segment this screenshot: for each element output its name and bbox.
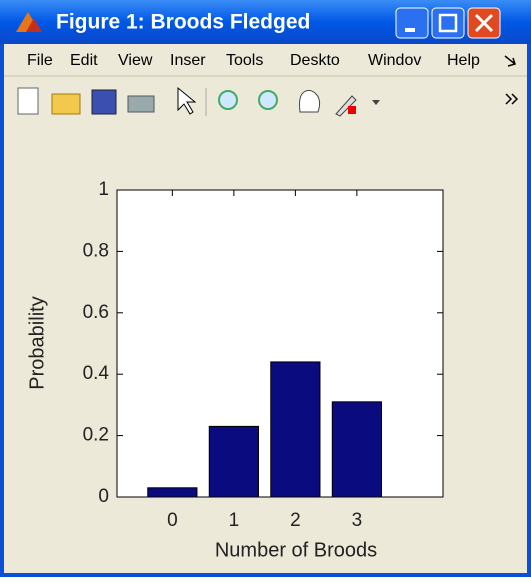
x-tick-label: 3 xyxy=(352,510,363,531)
minimize-button[interactable] xyxy=(395,7,429,39)
y-axis-label: Probability xyxy=(26,296,48,389)
x-tick-label: 2 xyxy=(290,510,301,531)
y-tick-label: 1 xyxy=(98,179,109,200)
close-icon xyxy=(474,13,494,33)
y-tick-label: 0.6 xyxy=(83,302,109,323)
x-axis-label: Number of Broods xyxy=(215,539,377,561)
open-icon[interactable] xyxy=(51,93,81,115)
menu-item[interactable]: Tools xyxy=(226,52,263,69)
x-tick-label: 0 xyxy=(167,510,178,531)
menu-item[interactable]: Deskto xyxy=(290,52,340,69)
app-icon xyxy=(16,12,42,32)
menu-item[interactable]: Inser xyxy=(170,52,206,69)
window-title: Figure 1: Broods Fledged xyxy=(56,11,310,34)
bar xyxy=(147,487,198,498)
minimize-icon xyxy=(405,28,415,32)
menu-item[interactable]: Windov xyxy=(368,52,421,69)
bar xyxy=(208,425,259,498)
menu-overflow[interactable] xyxy=(504,55,516,67)
menu-item[interactable]: File xyxy=(27,52,53,69)
zoom-out-icon[interactable] xyxy=(258,90,278,110)
bar xyxy=(270,361,321,498)
toolbar-overflow[interactable] xyxy=(505,93,519,105)
menu-item[interactable]: Help xyxy=(447,52,480,69)
brush-icon[interactable] xyxy=(335,95,357,117)
menu-bar: File Edit View Inser Tools Deskto Windov Help xyxy=(27,52,480,69)
maximize-icon xyxy=(438,13,458,33)
dropdown-icon[interactable] xyxy=(372,100,380,105)
y-tick-label: 0.8 xyxy=(83,240,109,261)
pointer-icon[interactable] xyxy=(177,86,197,115)
menu-item[interactable]: View xyxy=(118,52,153,69)
y-tick-label: 0.4 xyxy=(83,363,110,384)
print-icon[interactable] xyxy=(127,95,155,113)
y-tick-label: 0 xyxy=(98,486,109,507)
toolbar xyxy=(17,86,519,117)
x-tick-label: 1 xyxy=(229,510,240,531)
maximize-button[interactable] xyxy=(431,7,465,39)
new-icon[interactable] xyxy=(17,87,39,115)
brush-color xyxy=(348,106,356,114)
save-icon[interactable] xyxy=(91,89,117,115)
bar xyxy=(331,401,382,498)
pan-icon[interactable] xyxy=(299,89,321,113)
zoom-in-icon[interactable] xyxy=(218,90,238,110)
menu-item[interactable]: Edit xyxy=(70,52,98,69)
y-tick-label: 0.2 xyxy=(83,425,109,446)
